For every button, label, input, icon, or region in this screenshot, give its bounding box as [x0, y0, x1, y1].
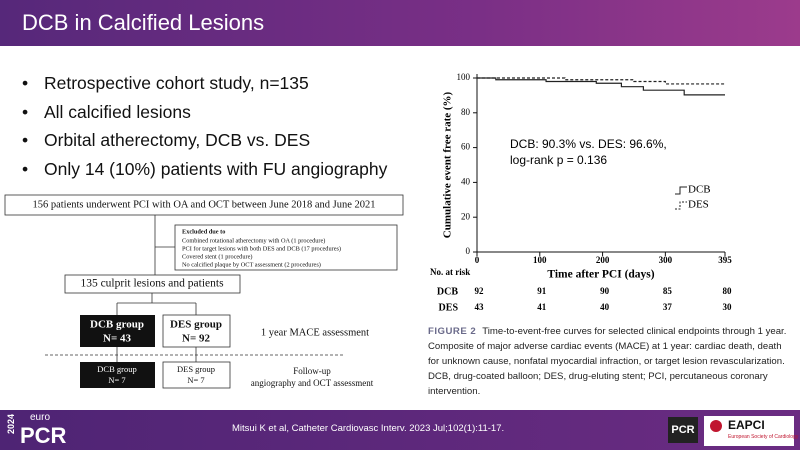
logo-text: EAPCI [728, 418, 765, 432]
bullet: Only 14 (10%) patients with FU angiograp… [22, 159, 387, 188]
y-axis-label: Cumulative event free rate (%) [442, 91, 454, 238]
logo-text: PCR [668, 417, 698, 443]
logo-text: European Society of Cardiology [728, 434, 799, 440]
legend-symbol [675, 201, 687, 210]
annotation: DCB: 90.3% vs. DES: 96.6%, [510, 137, 667, 151]
box [162, 361, 231, 389]
risk-label: No. at risk [430, 267, 470, 277]
x-tick-label: 300 [659, 255, 673, 265]
figure-caption: FIGURE 2 Time-to-event-free curves for se… [428, 324, 794, 399]
bullet: Retrospective cohort study, n=135 [22, 73, 387, 102]
y-tick-label: 60 [461, 142, 471, 152]
flow-text: No calcified plaque by OCT assessment (2… [182, 261, 321, 268]
flow-text: Follow-up [293, 366, 331, 376]
x-axis-label: Time after PCI (days) [547, 269, 654, 281]
flow-text: N= 43 [103, 333, 131, 345]
header-bar [0, 0, 800, 46]
y-tick-label: 100 [457, 72, 471, 82]
y-tick-label: 0 [466, 246, 471, 256]
flow-text: DCB group [90, 319, 144, 331]
flow-text: N= 92 [182, 333, 210, 345]
x-tick-label: 0 [475, 255, 480, 265]
caption-label: FIGURE 2 [428, 326, 477, 337]
risk-value: 37 [663, 302, 673, 312]
logo-icon [710, 420, 722, 432]
caption-text: Time-to-event-free curves for selected c… [428, 326, 787, 397]
box [174, 224, 398, 271]
risk-value: 91 [537, 286, 547, 296]
x-tick-label: 395 [718, 255, 732, 265]
logo-text: PCR [20, 423, 67, 448]
flow-text: DES group [177, 364, 215, 374]
risk-value: 80 [723, 286, 733, 296]
risk-value: 92 [475, 286, 485, 296]
bullet: All calcified lesions [22, 102, 387, 131]
risk-row-label: DCB [437, 286, 458, 297]
flow-text: angiography and OCT assessment [251, 378, 374, 388]
y-tick-label: 40 [461, 176, 471, 186]
flow-text: DES group [170, 319, 222, 331]
flow-text: Combined rotational atherectomy with OA … [182, 237, 325, 244]
citation: Mitsui K et al, Catheter Cardiovasc Inte… [232, 423, 505, 434]
flow-text: 1 year MACE assessment [261, 327, 369, 338]
box [4, 194, 404, 216]
risk-value: 90 [600, 286, 610, 296]
flow-text: PCI for target lesions with both DES and… [182, 245, 341, 252]
y-tick-label: 80 [461, 107, 471, 117]
flow-text: N= 7 [187, 375, 204, 385]
box [80, 362, 155, 388]
x-tick-label: 200 [596, 255, 610, 265]
annotation: log-rank p = 0.136 [510, 153, 607, 167]
logo-year: 2024 [6, 414, 16, 435]
flow-text: 135 culprit lesions and patients [80, 278, 224, 290]
y-tick-label: 20 [461, 211, 471, 221]
x-tick-label: 100 [533, 255, 547, 265]
km-curve [477, 77, 725, 96]
flow-text: 156 patients underwent PCI with OA and O… [32, 199, 375, 210]
risk-value: 41 [537, 302, 547, 312]
km-chart: 0 20 40 60 80 100 0 100 200 300 395 Time after PCI … [430, 72, 733, 313]
risk-value: 43 [475, 302, 485, 312]
bullet: Orbital atherectomy, DCB vs. DES [22, 130, 387, 159]
flow-text: N= 7 [108, 375, 125, 385]
risk-value: 40 [600, 302, 610, 312]
risk-value: 30 [723, 302, 733, 312]
flow-text: Covered stent (1 procedure) [182, 253, 252, 260]
risk-row-label: DES [439, 302, 459, 313]
slide-title: DCB in Calcified Lesions [22, 10, 265, 35]
risk-value: 85 [663, 286, 673, 296]
flowchart: 156 patients underwent PCI with OA and O… [4, 194, 404, 389]
bullet-list: Retrospective cohort study, n=135 All ca… [22, 73, 387, 187]
footer-bar [0, 410, 800, 450]
flow-text: DCB group [97, 364, 136, 374]
flow-text: Excluded due to [182, 228, 225, 235]
box [64, 274, 241, 294]
legend-label: DCB [688, 184, 711, 196]
logo-text: euro [30, 412, 51, 423]
box [80, 315, 155, 347]
legend-label: DES [688, 199, 709, 211]
box [162, 314, 231, 348]
legend-symbol [675, 186, 687, 195]
